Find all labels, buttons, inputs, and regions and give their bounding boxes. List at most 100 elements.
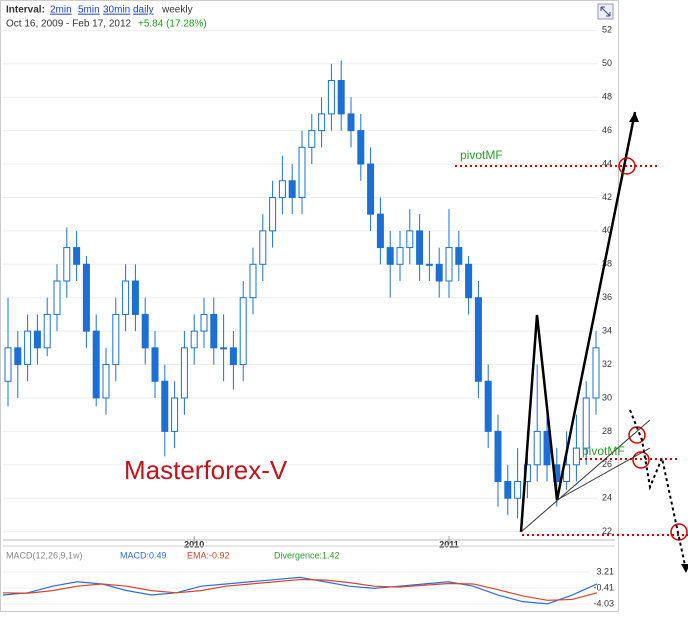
y-tick-label: 50 <box>602 58 612 68</box>
frame <box>0 0 619 612</box>
panel-title: MACD(12,26,9,1w) <box>6 550 83 560</box>
y-tick-label: 28 <box>602 426 612 436</box>
candle-body <box>122 280 130 315</box>
y-tick-label: 46 <box>602 125 612 135</box>
candle-body <box>269 196 277 232</box>
candle-body <box>43 313 51 349</box>
y-tick-label: 32 <box>602 359 612 369</box>
candle-body <box>259 230 267 265</box>
y-tick-label: 38 <box>602 259 612 269</box>
candle-body <box>288 180 296 198</box>
candle-body <box>327 79 335 115</box>
interval-current[interactable]: weekly <box>161 5 193 16</box>
candle-body <box>92 330 100 399</box>
candle-body <box>161 380 169 432</box>
projection-line <box>629 409 687 571</box>
candle-body <box>474 297 482 382</box>
annotation-drawing: Masterforex-V pivotMF pivotMF <box>124 111 688 573</box>
candle-body <box>4 347 12 382</box>
candle-body <box>14 347 22 366</box>
expand-icon <box>600 6 611 17</box>
candle-body <box>63 247 71 282</box>
interval-link[interactable]: daily <box>133 5 154 16</box>
candle-body <box>298 146 306 198</box>
interval-link[interactable]: 5min <box>78 5 100 16</box>
price-panel: 22 24 26 28 30 32 34 36 38 40 42 44 46 48 50 52 2010 2011 <box>3 25 615 549</box>
candle-body <box>484 380 492 432</box>
panel-stat: MACD:0.49 <box>120 550 167 560</box>
watermark: Masterforex-V <box>124 455 288 485</box>
candle-body <box>249 263 257 299</box>
candle-body <box>318 113 326 132</box>
wave-line <box>519 111 637 533</box>
candle-body <box>445 247 453 282</box>
candle-body <box>455 247 463 265</box>
arrow-head <box>629 112 639 122</box>
interval-label: Interval: <box>6 5 45 16</box>
interval-link[interactable]: 30min <box>103 5 130 16</box>
target-circle <box>632 451 650 469</box>
y-tick-label: 42 <box>602 192 612 202</box>
candle-body <box>592 347 600 399</box>
y-tick-label: 34 <box>602 326 612 336</box>
y-tick-label: 40 <box>602 225 612 235</box>
candle-body <box>220 347 228 350</box>
candle-body <box>465 263 473 299</box>
candle-body <box>210 313 218 349</box>
candle-body <box>494 430 502 483</box>
candle-body <box>416 230 424 265</box>
candle-body <box>376 213 384 249</box>
pivot-label: pivotMF <box>460 148 503 162</box>
candle-body <box>229 347 237 366</box>
candle-body <box>347 113 355 132</box>
x-tick-label: 2011 <box>439 539 459 549</box>
pivot-label: pivotMF <box>582 444 625 458</box>
candle-body <box>337 79 345 115</box>
macd-line <box>2 578 598 601</box>
y-tick-label: -0.41 <box>593 582 614 592</box>
y-tick-label: -4.03 <box>593 598 614 608</box>
candle-body <box>131 280 139 315</box>
candle-body <box>24 330 32 366</box>
candle-body <box>180 347 188 399</box>
y-tick-label: 30 <box>602 392 612 402</box>
candle-body <box>200 313 208 332</box>
y-tick-label: 36 <box>602 292 612 302</box>
candle-body <box>504 481 512 499</box>
candle-body <box>357 130 365 165</box>
interval-link[interactable]: 2min <box>50 5 72 16</box>
candle-body <box>102 364 110 399</box>
candle-body <box>514 481 522 499</box>
trend-line <box>520 419 651 533</box>
target-circle <box>618 157 636 175</box>
candle-body <box>425 263 433 266</box>
candle-body <box>367 163 375 215</box>
candle-body <box>582 397 590 449</box>
arrow-head <box>681 564 688 573</box>
date-range: Oct 16, 2009 - Feb 17, 2012 <box>6 19 132 30</box>
candle-body <box>406 230 414 249</box>
candle-body <box>82 263 90 332</box>
y-tick-label: 48 <box>602 92 612 102</box>
candle-body <box>151 347 159 382</box>
panel-stat: Divergence:1.42 <box>274 550 340 560</box>
y-tick-label: 24 <box>602 493 612 503</box>
candle-body <box>53 280 61 315</box>
candle-body <box>386 247 394 265</box>
price-change: +5.84 (17.28%) <box>138 19 207 30</box>
panel-stat: EMA:-0.92 <box>187 550 230 560</box>
target-circle <box>670 523 688 541</box>
candle-body <box>435 263 443 282</box>
y-tick-label: 3.21 <box>596 566 614 576</box>
candle-body <box>278 180 286 198</box>
y-tick-label: 52 <box>602 25 612 35</box>
candle-body <box>33 330 41 349</box>
candle-body <box>533 430 541 466</box>
candle-body <box>112 313 120 366</box>
candle-body <box>572 447 580 466</box>
candle-body <box>73 247 81 265</box>
candle-body <box>543 430 551 466</box>
y-tick-label: 44 <box>602 158 612 168</box>
candle-body <box>171 397 179 432</box>
